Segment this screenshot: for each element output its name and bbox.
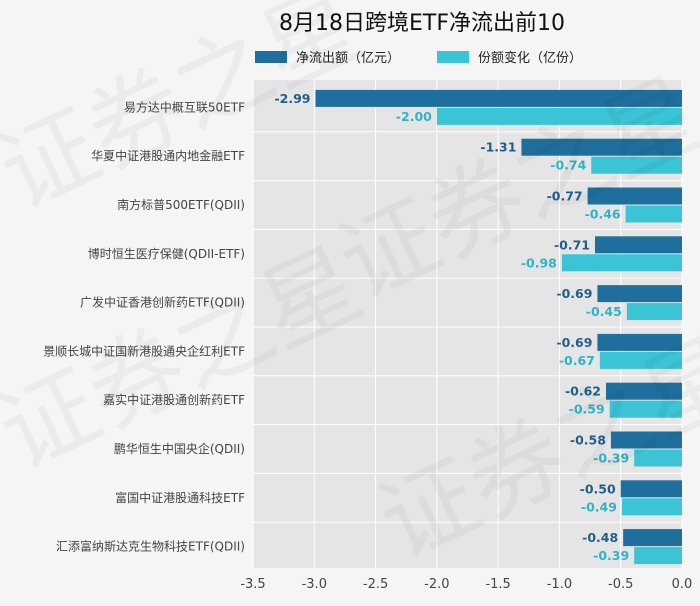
bar-outflow xyxy=(521,138,682,156)
data-label-share-change: -0.74 xyxy=(550,158,586,173)
data-label-share-change: -0.49 xyxy=(581,499,617,514)
legend: 净流出额（亿元） 份额变化（亿份） xyxy=(255,50,582,66)
x-tick-label: 0.0 xyxy=(672,577,693,592)
legend-label-share-change: 份额变化（亿份） xyxy=(478,50,582,66)
category-label: 富国中证港股通科技ETF xyxy=(115,490,245,505)
category-label: 广发中证香港创新药ETF(QDII) xyxy=(80,295,245,310)
category-label: 景顺长城中证国新港股通央企红利ETF xyxy=(43,343,245,358)
bar-share-change xyxy=(634,449,682,467)
data-label-outflow: -0.69 xyxy=(556,335,592,350)
bar-outflow xyxy=(587,187,682,205)
grid-layer xyxy=(252,80,683,568)
category-label: 汇添富纳斯达克生物科技ETF(QDII) xyxy=(56,539,245,554)
bar-outflow xyxy=(597,333,682,351)
bar-share-change xyxy=(634,547,682,565)
bar-share-change xyxy=(561,254,682,272)
data-label-share-change: -0.45 xyxy=(586,304,622,319)
x-tick-label: -3.5 xyxy=(240,577,265,592)
bar-outflow xyxy=(606,382,682,400)
data-label-outflow: -2.99 xyxy=(274,91,310,106)
bar-share-change xyxy=(436,107,682,125)
category-label: 易方达中概互联50ETF xyxy=(124,99,245,114)
data-label-share-change: -0.46 xyxy=(585,207,621,222)
data-label-outflow: -0.62 xyxy=(565,384,601,399)
bar-share-change xyxy=(626,303,682,321)
legend-swatch-share-change xyxy=(437,51,469,63)
category-label: 鹏华恒生中国央企(QDII) xyxy=(114,441,245,456)
data-label-share-change: -0.98 xyxy=(521,255,557,270)
bar-outflow xyxy=(597,285,682,303)
x-tick-label: -1.5 xyxy=(485,577,510,592)
category-label: 博时恒生医疗保健(QDII-ETF) xyxy=(88,246,245,261)
data-label-share-change: -0.39 xyxy=(593,548,629,563)
x-tick-label: -2.5 xyxy=(363,577,388,592)
category-label: 嘉实中证港股通创新药ETF xyxy=(103,392,245,407)
bar-share-change xyxy=(609,400,682,418)
data-label-outflow: -0.71 xyxy=(554,237,590,252)
bar-layer xyxy=(315,89,682,565)
x-tick-label: -0.5 xyxy=(608,577,633,592)
category-label: 南方标普500ETF(QDII) xyxy=(117,197,245,212)
bar-share-change xyxy=(591,156,682,174)
bar-outflow xyxy=(315,89,682,107)
x-tick-label: -1.0 xyxy=(547,577,572,592)
axis-layer: -3.5 -3.0 -2.5 -2.0 -1.5 -1.0 -0.5 0.0 易方达中概互联50… xyxy=(43,99,692,592)
bar-outflow xyxy=(610,431,682,449)
data-label-outflow: -0.58 xyxy=(570,433,606,448)
data-label-outflow: -0.77 xyxy=(547,189,583,204)
data-label-share-change: -0.39 xyxy=(593,451,629,466)
bar-share-change xyxy=(599,351,682,369)
chart-title: 8月18日跨境ETF净流出前10 xyxy=(279,11,565,36)
data-label-outflow: -0.48 xyxy=(582,530,618,545)
bar-outflow xyxy=(620,480,682,498)
bar-outflow xyxy=(594,236,682,254)
data-label-outflow: -0.69 xyxy=(556,286,592,301)
x-tick-label: -2.0 xyxy=(424,577,449,592)
category-label: 华夏中证港股通内地金融ETF xyxy=(91,148,245,163)
data-label-share-change: -0.67 xyxy=(559,353,595,368)
bar-share-change xyxy=(621,498,682,516)
bar-share-change xyxy=(625,205,682,223)
label-layer: -2.99 -2.00 -1.31 -0.74 -0.77-0.46 -0.71 -0.98… xyxy=(274,91,629,563)
legend-swatch-outflow xyxy=(255,51,287,63)
legend-label-outflow: 净流出额（亿元） xyxy=(296,51,400,66)
x-tick-label: -3.0 xyxy=(302,577,327,592)
data-label-share-change: -2.00 xyxy=(396,109,432,124)
data-label-outflow: -1.31 xyxy=(480,140,516,155)
bar-outflow xyxy=(623,529,682,547)
data-label-outflow: -0.50 xyxy=(580,481,616,496)
data-label-share-change: -0.59 xyxy=(569,402,605,417)
